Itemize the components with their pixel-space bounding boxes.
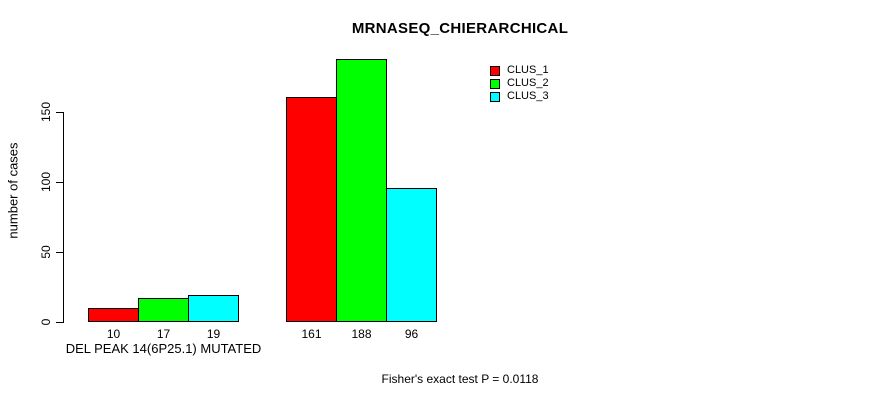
legend-row: CLUS_2 [490,77,549,90]
y-axis-line [63,112,64,323]
legend-row: CLUS_1 [490,64,549,77]
bar-clus_1-group1 [88,308,139,322]
legend-label: CLUS_1 [507,64,549,76]
y-tick-mark [56,252,63,253]
bar-value-label: 161 [301,327,322,341]
annotation-text: Fisher's exact test P = 0.0118 [381,372,539,386]
bar-value-label: 10 [106,327,121,341]
bar-value-label: 188 [351,327,372,341]
bar-clus_2-group1 [138,298,189,322]
legend-label: CLUS_3 [507,90,549,102]
bar-value-label: 17 [156,327,171,341]
bar-clus_2-group2 [336,59,387,322]
y-tick-label: 100 [39,171,53,193]
bar-value-label: 19 [206,327,221,341]
y-tick-label: 50 [39,245,53,259]
bar-clus_1-group2 [286,97,337,322]
y-tick-mark [56,182,63,183]
y-tick-label: 0 [39,318,53,326]
y-axis-title: number of cases [5,142,21,239]
legend-row: CLUS_3 [490,90,549,103]
bar-value-label: 96 [404,327,419,341]
y-tick-mark [56,322,63,323]
legend-swatch-icon [490,65,500,76]
legend-swatch-icon [490,78,500,89]
bar-clus_3-group1 [188,295,239,322]
x-axis-group-label: DEL PEAK 14(6P25.1) MUTATED [65,341,262,356]
y-tick-mark [56,112,63,113]
chart-title: MRNASEQ_CHIERARCHICAL [351,20,569,37]
legend-swatch-icon [490,91,500,102]
legend-label: CLUS_2 [507,77,549,89]
legend: CLUS_1 CLUS_2 CLUS_3 [490,64,549,103]
bar-clus_3-group2 [386,188,437,322]
y-tick-label: 150 [39,101,53,123]
